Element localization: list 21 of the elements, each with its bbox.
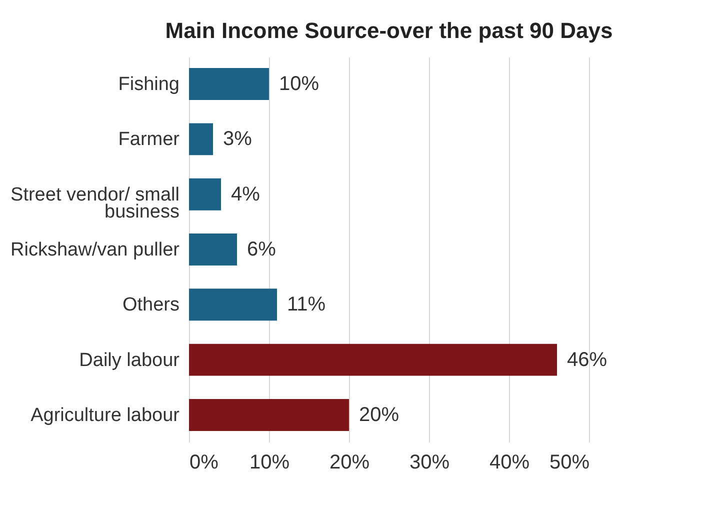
y-tick-label: Farmer <box>118 129 180 150</box>
chart-title: Main Income Source-over the past 90 Days <box>165 18 613 43</box>
x-tick-label: 50% <box>549 452 590 474</box>
data-label: 46% <box>567 348 608 371</box>
y-tick-label: Rickshaw/van puller <box>10 240 180 260</box>
x-tick-label: 30% <box>409 452 450 474</box>
y-tick-label: Agriculture labour <box>30 404 180 426</box>
y-tick-label: Others <box>122 294 180 316</box>
x-tick-label: 0% <box>190 452 219 474</box>
x-tick-label: 20% <box>329 452 370 474</box>
x-tick-label: 10% <box>249 452 290 474</box>
data-label: 20% <box>359 404 400 426</box>
data-label: 4% <box>231 183 260 206</box>
data-label: 10% <box>279 73 320 96</box>
y-tick-label: Street vendor/ small business <box>10 184 180 222</box>
data-label: 11% <box>287 294 326 316</box>
y-tick-label: Fishing <box>118 74 180 96</box>
y-tick-label: Daily labour <box>79 350 180 371</box>
data-label: 6% <box>247 238 276 260</box>
x-tick-label: 40% <box>489 452 530 474</box>
data-label: 3% <box>223 128 252 150</box>
